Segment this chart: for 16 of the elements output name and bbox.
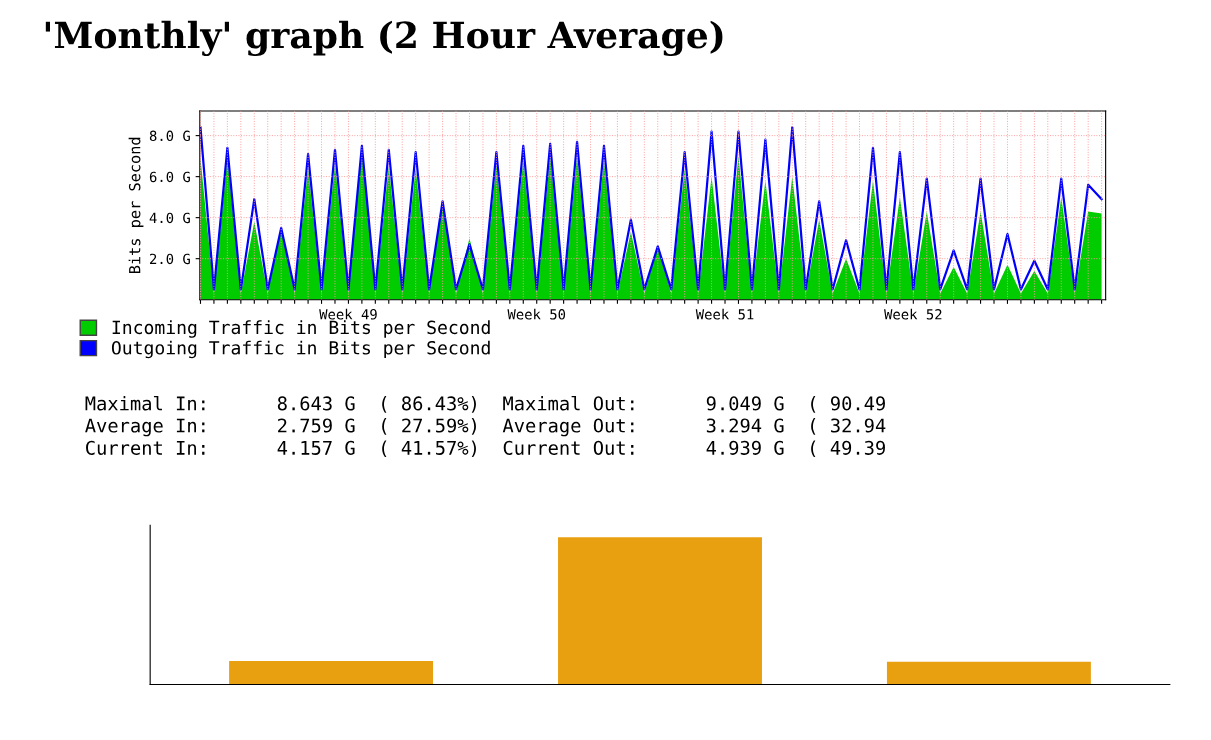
line-series xyxy=(199,126,1103,291)
x-tick-label: Week 52 xyxy=(884,308,942,320)
x-tick-label: Week 51 xyxy=(695,308,754,320)
text: Maximal In: 8.643 G ( 86.43%) Maximal Out: 9.049 G ( 90.49 xyxy=(85,395,885,413)
y-tick-label: 8.0 G xyxy=(149,130,190,142)
y-axis-title: Bits per Second xyxy=(128,137,144,274)
x-tick-label: Week 50 xyxy=(507,308,566,320)
text: Current In: 4.157 G ( 41.57%) Current Out: 4.939 G ( 49.39 xyxy=(86,440,885,458)
chart-title: 'Monthly' graph (2 Hour Average) xyxy=(45,20,723,57)
text: Average In: 2.759 G ( 27.59%) Average Out: 3.294 G ( 32.94 xyxy=(85,418,886,437)
legend-label: Outgoing Traffic in Bits per Second xyxy=(111,340,490,359)
x-tick-label: Week 49 xyxy=(319,308,377,320)
y-tick-label: 4.0 G xyxy=(149,212,190,224)
y-tick-label: 6.0 G xyxy=(149,171,190,183)
legend-label: Incoming Traffic in Bits per Second xyxy=(112,320,490,338)
y-tick-label: 2.0 G xyxy=(150,253,190,265)
